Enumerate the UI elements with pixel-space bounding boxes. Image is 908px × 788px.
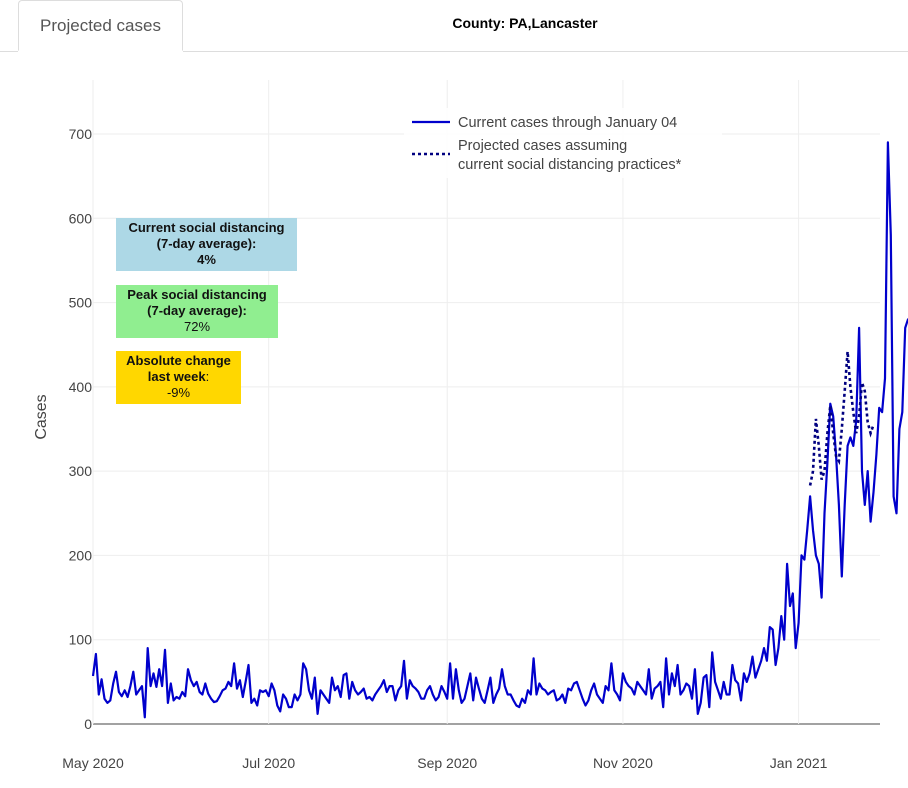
legend-background xyxy=(404,108,722,178)
tab-bar: Projected cases County: PA,Lancaster xyxy=(0,0,908,52)
absolute-change-value: -9% xyxy=(166,385,191,400)
current-social-distancing-box: Current social distancing (7-day average… xyxy=(116,218,297,271)
current-social-distancing-title2: (7-day average): xyxy=(156,236,257,251)
y-tick-label: 200 xyxy=(69,547,93,563)
tab-border xyxy=(0,51,18,52)
peak-social-distancing-box: Peak social distancing (7-day average): … xyxy=(116,285,278,338)
current-social-distancing-value: 4% xyxy=(197,252,216,267)
x-tick-label: Jul 2020 xyxy=(242,755,295,771)
x-axis: May 2020 Jul 2020 Sep 2020 Nov 2020 Jan 2021 xyxy=(62,755,827,771)
y-tick-label: 0 xyxy=(84,716,92,732)
legend-entry-current: Current cases through January 04 xyxy=(458,115,677,131)
peak-social-distancing-title2: (7-day average): xyxy=(147,303,247,318)
y-tick-label: 500 xyxy=(69,295,93,311)
y-axis-label: Cases xyxy=(33,394,50,439)
legend-entry-projected-line1: Projected cases assuming xyxy=(458,138,627,154)
peak-social-distancing-title1: Peak social distancing xyxy=(127,287,267,302)
tab-projected-cases[interactable]: Projected cases xyxy=(18,0,183,51)
x-tick-label: Jan 2021 xyxy=(770,755,828,771)
y-tick-label: 600 xyxy=(69,210,93,226)
y-axis: 0 100 200 300 400 500 600 700 xyxy=(69,126,93,732)
current-social-distancing-title1: Current social distancing xyxy=(128,220,285,235)
y-tick-label: 100 xyxy=(69,632,93,648)
legend-entry-projected-line2: current social distancing practices* xyxy=(458,157,682,173)
y-tick-label: 400 xyxy=(69,379,93,395)
tab-border xyxy=(183,51,908,52)
absolute-change-colon: : xyxy=(205,369,210,384)
absolute-change-title2: last week xyxy=(147,369,206,384)
y-tick-label: 700 xyxy=(69,126,93,142)
absolute-change-title1: Absolute change xyxy=(126,353,231,368)
x-tick-label: Nov 2020 xyxy=(593,755,653,771)
x-tick-label: May 2020 xyxy=(62,755,124,771)
x-tick-label: Sep 2020 xyxy=(417,755,477,771)
absolute-change-box: Absolute change last week: -9% xyxy=(116,351,241,404)
county-label: County: PA,Lancaster xyxy=(452,15,598,31)
peak-social-distancing-value: 72% xyxy=(183,319,211,334)
series-projected-cases-line xyxy=(808,351,875,486)
series-current-cases-line xyxy=(91,141,908,719)
y-tick-label: 300 xyxy=(69,463,93,479)
chart-legend: Current cases through January 04 Project… xyxy=(404,108,722,178)
